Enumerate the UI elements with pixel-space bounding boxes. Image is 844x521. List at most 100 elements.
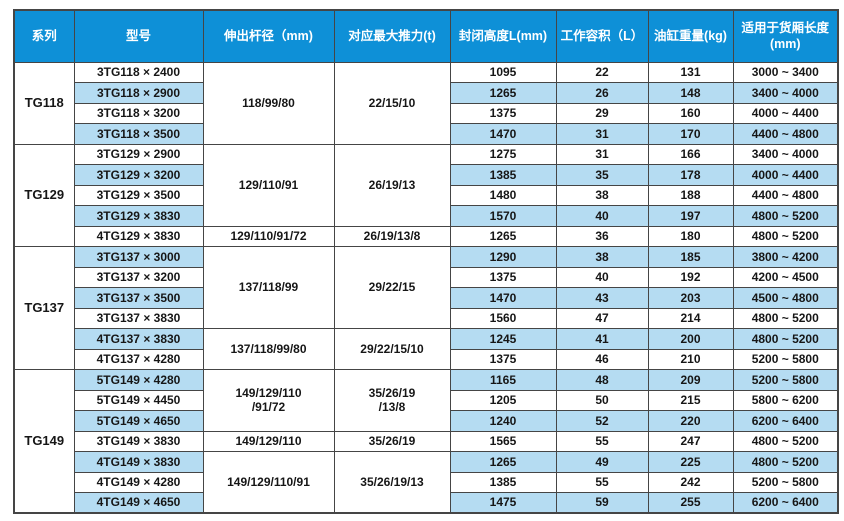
closed-height-cell: 1570 [449, 205, 557, 227]
thrust-cell: 29/22/15/10 [333, 328, 451, 370]
model-cell: 3TG137 × 3500 [73, 287, 204, 309]
thrust-cell: 29/22/15 [333, 246, 451, 329]
table-row: 3TG118 × 2900 1265 26 148 3400 ~ 4000 [14, 82, 839, 104]
closed-height-cell: 1275 [449, 143, 557, 165]
volume-cell: 46 [555, 348, 649, 370]
rod-diameter-cell: 129/110/91/72 [202, 225, 335, 247]
box-length-cell: 3400 ~ 4000 [732, 82, 839, 104]
weight-cell: 242 [647, 471, 734, 493]
model-cell: 5TG149 × 4650 [73, 410, 204, 432]
box-length-cell: 4800 ~ 5200 [732, 225, 839, 247]
box-length-cell: 6200 ~ 6400 [732, 492, 839, 514]
series-cell: TG137 [13, 246, 75, 370]
closed-height-cell: 1470 [449, 287, 557, 309]
box-length-cell: 4800 ~ 5200 [732, 307, 839, 329]
model-cell: 5TG149 × 4280 [73, 369, 204, 391]
model-cell: 3TG129 × 3200 [73, 164, 204, 186]
model-cell: 3TG118 × 3500 [73, 123, 204, 145]
volume-cell: 31 [555, 123, 649, 145]
box-length-cell: 4800 ~ 5200 [732, 430, 839, 452]
closed-height-cell: 1385 [449, 164, 557, 186]
closed-height-cell: 1375 [449, 348, 557, 370]
model-cell: 4TG149 × 4650 [73, 492, 204, 514]
model-cell: 4TG149 × 3830 [73, 451, 204, 473]
series-cell: TG118 [13, 61, 75, 145]
model-cell: 5TG149 × 4450 [73, 389, 204, 411]
box-length-cell: 4000 ~ 4400 [732, 102, 839, 124]
box-length-cell: 5200 ~ 5800 [732, 348, 839, 370]
table-row: 3TG149 × 3830 149/129/110 35/26/19 1565 55 24… [14, 430, 839, 452]
model-cell: 3TG137 × 3830 [73, 307, 204, 329]
weight-cell: 197 [647, 205, 734, 227]
table-row: 3TG137 × 3200 1375 40 192 4200 ~ 4500 [14, 266, 839, 288]
weight-cell: 255 [647, 492, 734, 514]
closed-height-cell: 1265 [449, 225, 557, 247]
closed-height-cell: 1560 [449, 307, 557, 329]
volume-cell: 43 [555, 287, 649, 309]
volume-cell: 48 [555, 369, 649, 391]
weight-cell: 209 [647, 369, 734, 391]
model-cell: 3TG137 × 3200 [73, 266, 204, 288]
model-cell: 4TG129 × 3830 [73, 225, 204, 247]
volume-cell: 59 [555, 492, 649, 514]
closed-height-cell: 1245 [449, 328, 557, 350]
model-cell: 3TG129 × 3830 [73, 205, 204, 227]
model-cell: 3TG129 × 3500 [73, 184, 204, 206]
weight-cell: 185 [647, 246, 734, 268]
table-row: 3TG129 × 3500 1480 38 188 4400 ~ 4800 [14, 184, 839, 206]
thrust-cell: 35/26/19/13 [333, 451, 451, 514]
box-length-cell: 4800 ~ 5200 [732, 451, 839, 473]
rod-diameter-cell: 118/99/80 [202, 61, 335, 145]
weight-cell: 180 [647, 225, 734, 247]
closed-height-cell: 1205 [449, 389, 557, 411]
table-row: TG137 3TG137 × 3000 137/118/99 29/22/15 1290… [13, 246, 839, 370]
weight-cell: 188 [647, 184, 734, 206]
box-length-cell: 4400 ~ 4800 [732, 123, 839, 145]
table-row: 3TG118 × 3200 1375 29 160 4000 ~ 4400 [14, 102, 839, 124]
thrust-cell: 35/26/19 [333, 430, 451, 452]
volume-cell: 40 [555, 266, 649, 288]
weight-cell: 160 [647, 102, 734, 124]
model-cell: 3TG118 × 2900 [73, 82, 204, 104]
volume-cell: 49 [555, 451, 649, 473]
box-length-cell: 5200 ~ 5800 [732, 369, 839, 391]
column-header-max-thrust: 对应最大推力(t) [333, 9, 451, 63]
model-cell: 3TG149 × 3830 [73, 430, 204, 452]
closed-height-cell: 1375 [449, 266, 557, 288]
model-cell: 4TG137 × 3830 [73, 328, 204, 350]
model-cell: 3TG118 × 2400 [73, 61, 204, 83]
box-length-cell: 4500 ~ 4800 [732, 287, 839, 309]
series-cell: TG129 [13, 143, 75, 247]
table-row: 4TG149 × 4650 1475 59 255 6200 ~ 6400 [14, 492, 839, 514]
closed-height-cell: 1265 [449, 82, 557, 104]
model-cell: 4TG137 × 4280 [73, 348, 204, 370]
table-row: 5TG149 × 4650 1240 52 220 6200 ~ 6400 [14, 410, 839, 432]
volume-cell: 47 [555, 307, 649, 329]
column-header-series: 系列 [13, 9, 75, 63]
table-row: 5TG149 × 4450 1205 50 215 5800 ~ 6200 [14, 389, 839, 411]
closed-height-cell: 1095 [449, 61, 557, 83]
table-body: TG118 3TG118 × 2400 118/99/80 22/15/10 1095 2… [13, 61, 839, 514]
volume-cell: 26 [555, 82, 649, 104]
volume-cell: 22 [555, 61, 649, 83]
table-row: 4TG149 × 3830 149/129/110/91 35/26/19/13 12… [14, 451, 839, 514]
rod-diameter-cell: 149/129/110 /91/72 [202, 369, 335, 432]
weight-cell: 220 [647, 410, 734, 432]
weight-cell: 192 [647, 266, 734, 288]
table-header: 系列 型号 伸出杆径（mm) 对应最大推力(t) 封闭高度L(mm) 工作容积（L） 油缸重… [13, 9, 839, 63]
weight-cell: 170 [647, 123, 734, 145]
volume-cell: 50 [555, 389, 649, 411]
box-length-cell: 5800 ~ 6200 [732, 389, 839, 411]
rod-diameter-cell: 149/129/110 [202, 430, 335, 452]
rod-diameter-cell: 137/118/99 [202, 246, 335, 329]
weight-cell: 203 [647, 287, 734, 309]
model-cell: 3TG129 × 2900 [73, 143, 204, 165]
thrust-cell: 26/19/13 [333, 143, 451, 227]
weight-cell: 225 [647, 451, 734, 473]
table-row: 3TG129 × 3200 1385 35 178 4000 ~ 4400 [14, 164, 839, 186]
table-row: 4TG137 × 3830 137/118/99/80 29/22/15/10 124… [14, 328, 839, 370]
weight-cell: 166 [647, 143, 734, 165]
volume-cell: 38 [555, 184, 649, 206]
closed-height-cell: 1480 [449, 184, 557, 206]
weight-cell: 247 [647, 430, 734, 452]
